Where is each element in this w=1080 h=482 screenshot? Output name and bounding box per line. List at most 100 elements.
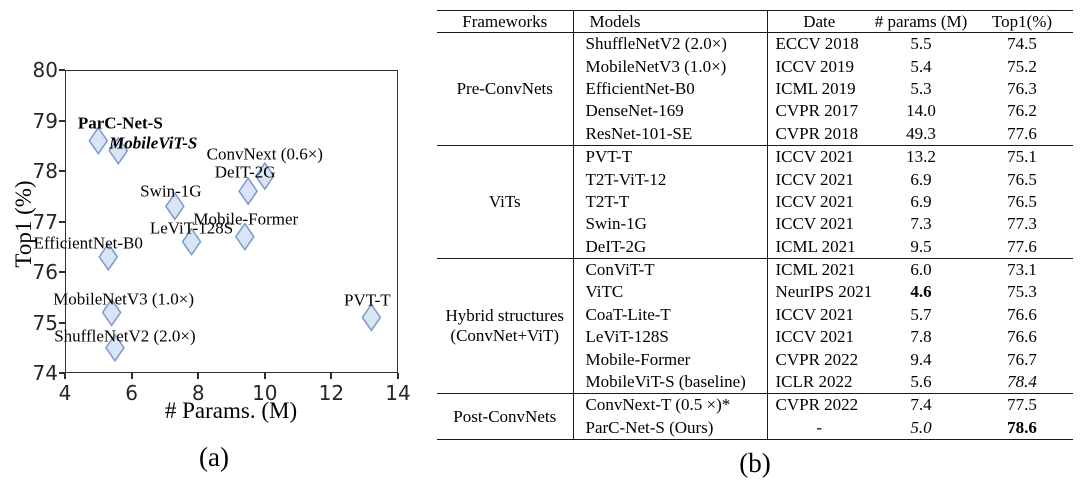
- data-point-marker: [88, 126, 109, 156]
- top1-cell: 76.5: [1007, 169, 1037, 189]
- date-cell: ICML 2021: [766, 257, 871, 282]
- model-cell: ResNet-101-SE: [572, 122, 767, 146]
- model-cell: CoaT-Lite-T: [572, 303, 767, 327]
- y-tick-mark: [59, 69, 65, 71]
- data-point-label: Swin-1G: [140, 181, 202, 201]
- model-cell: T2T-T: [572, 190, 767, 214]
- caption-b: (b): [739, 448, 771, 478]
- data-point-label: MobileNetV3 (1.0×): [53, 289, 195, 309]
- data-point-label: EfficientNet-B0: [33, 233, 143, 253]
- top1-cell: 75.2: [1007, 56, 1037, 76]
- date-cell: NeurIPS 2021: [766, 281, 872, 304]
- table-row: T2T-T ICCV 2021 6.9 76.5: [437, 190, 1073, 214]
- top1-cell: 77.6: [1007, 123, 1037, 143]
- date-cell: ICML 2019: [766, 77, 871, 101]
- date-cell: CVPR 2022: [766, 348, 871, 371]
- caption-a: (a): [199, 442, 229, 472]
- x-axis-label: # Params. (M): [164, 398, 298, 423]
- y-tick-mark: [59, 321, 65, 324]
- date-cell: ICCV 2021: [766, 190, 871, 214]
- table-row: ParC-Net-S (Ours) - 5.0 78.6: [437, 416, 1073, 440]
- table-row: ViTC NeurIPS 2021 4.6 75.3: [437, 281, 1073, 304]
- params-cell: 7.8: [910, 327, 932, 347]
- y-tick-label: 80: [32, 58, 58, 82]
- params-cell: 5.7: [910, 304, 932, 324]
- date-cell: ICML 2021: [766, 235, 871, 259]
- y-tick-label: 74: [32, 361, 58, 385]
- table-row: MobileNetV3 (1.0×) ICCV 2019 5.4 75.2: [437, 55, 1073, 78]
- top1-cell: 76.6: [1007, 327, 1037, 347]
- x-tick-mark: [330, 373, 333, 379]
- x-tick-label: 10: [252, 381, 278, 405]
- x-tick-mark: [197, 373, 200, 379]
- date-cell: ECCV 2018: [766, 32, 871, 56]
- column-header-model: Models: [572, 10, 767, 33]
- model-cell: T2T-ViT-12: [572, 168, 767, 191]
- date-cell: CVPR 2022: [766, 393, 871, 417]
- params-cell: 9.4: [910, 349, 932, 369]
- scatter-plot-frame: [65, 70, 398, 373]
- data-point-marker: [101, 298, 122, 327]
- params-cell: 5.0: [910, 417, 932, 437]
- x-tick-mark: [130, 373, 133, 379]
- framework-group-cell: Post-ConvNets: [437, 393, 573, 440]
- params-cell: 4.6: [910, 282, 932, 302]
- table-row: Pre-ConvNets ShuffleNetV2 (2.0×) ECCV 2018…: [437, 32, 1073, 146]
- model-cell: DeIT-2G: [572, 235, 767, 259]
- params-cell: 9.5: [910, 236, 932, 256]
- data-point-label: Mobile-Former: [193, 209, 299, 229]
- y-tick-mark: [59, 271, 65, 273]
- x-tick-label: 8: [191, 381, 205, 405]
- date-cell: -: [766, 416, 871, 440]
- params-cell: 6.9: [910, 169, 932, 189]
- top1-cell: 76.6: [1007, 304, 1037, 324]
- table-row: DeIT-2G ICML 2021 9.5 77.6: [437, 235, 1073, 259]
- data-point-label: DeIT-2G: [214, 162, 276, 182]
- date-cell: ICCV 2019: [766, 55, 871, 78]
- date-cell: CVPR 2018: [766, 122, 871, 146]
- data-point-marker: [164, 192, 185, 221]
- column-header-top1: Top1(%): [991, 11, 1053, 31]
- y-tick-label: 76: [32, 260, 58, 284]
- x-tick-mark: [263, 373, 266, 379]
- top1-cell: 75.3: [1007, 282, 1037, 302]
- data-point-label: ParC-Net-S: [77, 113, 163, 133]
- table-row: EfficientNet-B0 ICML 2019 5.3 76.3: [437, 77, 1073, 101]
- figure-panel-b: Frameworks Models Date # params (M) Top1(%) P…: [437, 10, 1073, 478]
- x-tick-label: 12: [318, 381, 345, 405]
- column-header-date: Date: [766, 10, 871, 33]
- table-row: Hybrid structures (ConvNet+ViT) ConViT-T I…: [437, 257, 1073, 394]
- y-tick-label: 75: [32, 310, 58, 335]
- date-cell: ICCV 2021: [766, 303, 871, 327]
- params-cell: 49.3: [906, 123, 936, 143]
- params-cell: 6.0: [871, 257, 971, 282]
- params-cell: 13.2: [871, 144, 971, 169]
- params-cell: 7.4: [871, 393, 971, 417]
- y-tick-mark: [59, 220, 65, 223]
- data-point-marker: [254, 161, 275, 191]
- table-row: Mobile-Former CVPR 2022 9.4 76.7: [437, 348, 1073, 371]
- x-tick-label: 4: [58, 381, 72, 405]
- data-point-label: ShuffleNetV2 (2.0×): [54, 326, 196, 346]
- y-tick-label: 79: [32, 108, 58, 133]
- table-row: ResNet-101-SE CVPR 2018 49.3 77.6: [437, 122, 1073, 146]
- params-cell: 5.4: [910, 56, 932, 76]
- data-point-label: ConvNext (0.6×): [206, 144, 323, 164]
- top1-cell: 78.4: [1007, 372, 1037, 392]
- model-cell: LeViT-128S: [572, 326, 767, 349]
- date-cell: ICCV 2021: [766, 144, 871, 169]
- y-tick-label: 78: [32, 159, 58, 183]
- data-point-marker: [361, 303, 382, 332]
- column-header-fw: Frameworks: [462, 11, 548, 31]
- y-tick-label: 77: [32, 209, 58, 234]
- x-tick-label: 14: [385, 381, 411, 405]
- table-row: T2T-ViT-12 ICCV 2021 6.9 76.5: [437, 168, 1073, 191]
- date-cell: ICCV 2021: [766, 326, 871, 349]
- top1-cell: 73.1: [971, 257, 1073, 282]
- params-cell: 14.0: [906, 101, 936, 121]
- table-row: MobileViT-S (baseline) ICLR 2022 5.6 78.4: [437, 370, 1073, 394]
- date-cell: ICCV 2021: [766, 168, 871, 191]
- model-cell: ViTC: [572, 281, 767, 304]
- top1-cell: 76.3: [1007, 78, 1037, 98]
- table-row: Swin-1G ICCV 2021 7.3 77.3: [437, 213, 1073, 236]
